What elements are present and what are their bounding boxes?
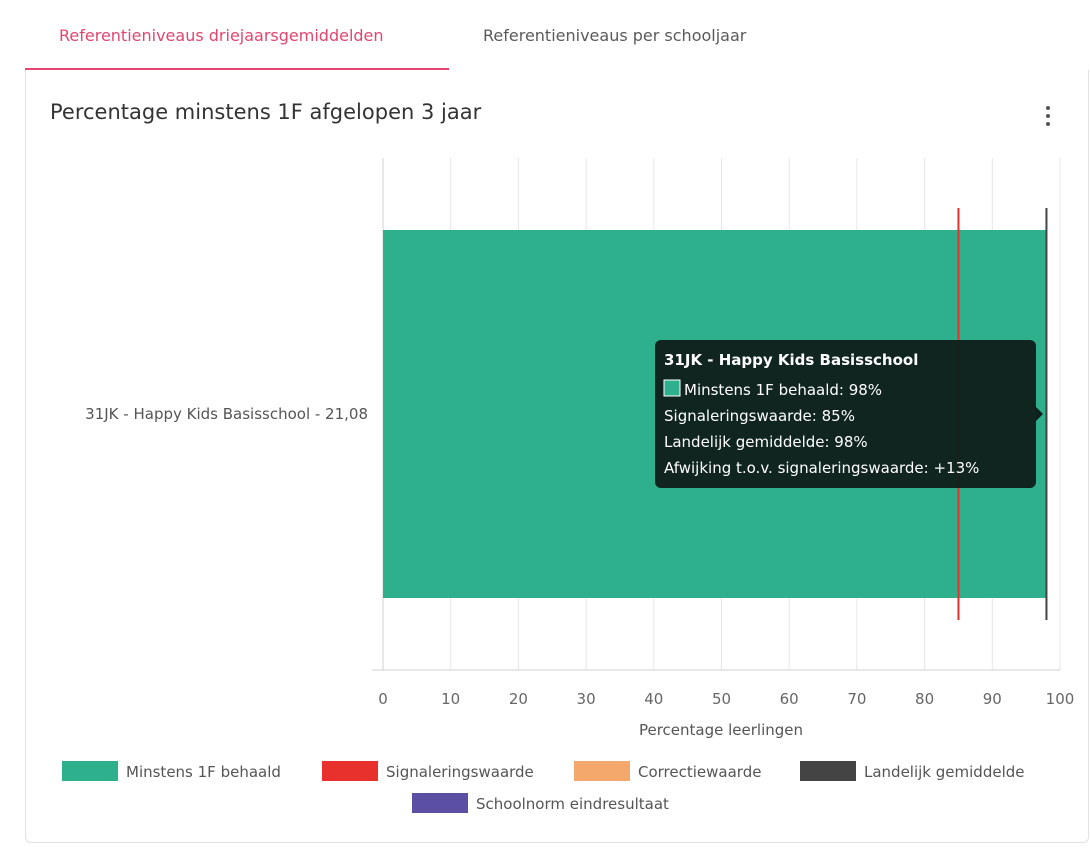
legend-swatch[interactable] — [574, 761, 630, 781]
x-axis-label: Percentage leerlingen — [639, 721, 803, 739]
legend-label[interactable]: Landelijk gemiddelde — [864, 763, 1024, 781]
tooltip-arrow — [1036, 407, 1043, 421]
legend-label[interactable]: Schoolnorm eindresultaat — [476, 795, 669, 813]
x-tick-label: 30 — [577, 690, 596, 708]
tooltip-swatch — [663, 379, 681, 397]
tooltip-line: Afwijking t.o.v. signaleringswaarde: +13… — [664, 459, 979, 477]
active-tab-indicator — [25, 68, 449, 71]
x-tick-label: 50 — [712, 690, 731, 708]
tab-driejaarsgemiddelden[interactable]: Referentieniveaus driejaarsgemiddelden — [59, 26, 384, 45]
x-tick-label: 20 — [509, 690, 528, 708]
tab-per-schooljaar[interactable]: Referentieniveaus per schooljaar — [483, 26, 747, 45]
category-label: 31JK - Happy Kids Basisschool - 21,08 — [85, 405, 368, 423]
legend-swatch[interactable] — [800, 761, 856, 781]
x-tick-label: 100 — [1046, 690, 1075, 708]
legend-swatch[interactable] — [412, 793, 468, 813]
chart-title: Percentage minstens 1F afgelopen 3 jaar — [50, 100, 482, 124]
x-tick-label: 70 — [847, 690, 866, 708]
x-tick-label: 0 — [378, 690, 388, 708]
kebab-menu-icon[interactable] — [1038, 104, 1058, 130]
legend-label[interactable]: Correctiewaarde — [638, 763, 761, 781]
x-tick-label: 40 — [644, 690, 663, 708]
x-tick-label: 10 — [441, 690, 460, 708]
legend-label[interactable]: Signaleringswaarde — [386, 763, 534, 781]
tooltip-line: Signaleringswaarde: 85% — [664, 407, 855, 425]
tooltip-line: Minstens 1F behaald: 98% — [684, 381, 882, 399]
tooltip-box — [655, 340, 1036, 488]
tooltip-title: 31JK - Happy Kids Basisschool — [664, 351, 918, 369]
tooltip-line: Landelijk gemiddelde: 98% — [664, 433, 868, 451]
legend-swatch[interactable] — [322, 761, 378, 781]
legend-swatch[interactable] — [62, 761, 118, 781]
x-tick-label: 80 — [915, 690, 934, 708]
x-tick-label: 60 — [780, 690, 799, 708]
legend-label[interactable]: Minstens 1F behaald — [126, 763, 281, 781]
x-tick-label: 90 — [983, 690, 1002, 708]
